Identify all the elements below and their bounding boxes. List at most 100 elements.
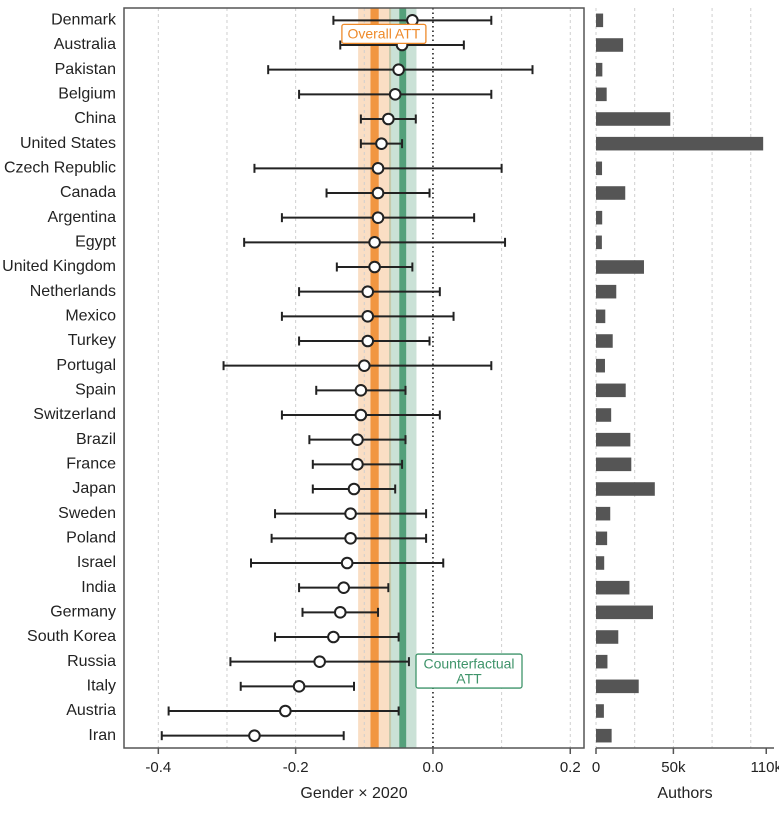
legend-counterfactual-att-text: Counterfactual [423,656,514,672]
point-estimate [383,114,394,125]
right-xtick-label: 50k [661,759,686,776]
country-label: Spain [75,382,116,399]
author-count-bar [596,606,653,620]
country-label: South Korea [27,628,116,645]
point-estimate [314,656,325,667]
point-estimate [280,706,291,717]
author-count-bar [596,630,618,644]
legend-counterfactual-att-text: ATT [456,671,482,687]
legend-overall-att-text: Overall ATT [347,26,420,42]
right-xtick-label: 110k [751,759,779,776]
country-label: Denmark [51,12,117,29]
country-label: Pakistan [55,61,116,78]
country-label: Argentina [48,209,117,226]
author-count-bar [596,433,630,447]
point-estimate [328,632,339,643]
point-estimate [352,459,363,470]
author-count-bar [596,482,655,496]
country-label: Switzerland [33,406,116,423]
point-estimate [345,508,356,519]
author-count-bar [596,211,602,225]
forest-plot-figure: -0.4-0.20.00.2Gender × 2020Overall ATTCo… [0,0,779,815]
author-count-bar [596,186,625,200]
author-count-bar [596,458,631,472]
country-label: India [81,579,116,596]
country-label: Italy [87,678,116,695]
author-count-bar [596,655,607,669]
country-label: Turkey [68,332,116,349]
left-xtick-label: -0.2 [283,759,309,776]
country-label: Russia [67,653,116,670]
author-count-bar [596,704,604,718]
author-count-bar [596,729,612,743]
country-label: Germany [50,604,116,621]
author-count-bar [596,384,626,398]
country-label: Poland [66,530,116,547]
author-count-bar [596,532,607,546]
point-estimate [369,262,380,273]
author-count-bar [596,359,605,373]
point-estimate [373,212,384,223]
author-count-bar [596,137,763,151]
author-count-bar [596,556,604,570]
author-count-bar [596,236,602,250]
country-label: Iran [88,727,116,744]
country-label: Austria [66,702,116,719]
point-estimate [338,582,349,593]
right-xtick-label: 0 [592,759,600,776]
author-count-bar [596,63,602,77]
country-label: Brazil [76,431,116,448]
point-estimate [362,286,373,297]
country-label: Australia [54,36,116,53]
point-estimate [362,311,373,322]
author-count-bar [596,581,629,595]
country-label: United States [20,135,116,152]
point-estimate [369,237,380,248]
point-estimate [359,360,370,371]
point-estimate [373,188,384,199]
author-count-bar [596,260,644,274]
author-count-bar [596,680,639,694]
country-label: Netherlands [30,283,116,300]
left-xtick-label: -0.4 [145,759,171,776]
point-estimate [249,730,260,741]
point-estimate [335,607,346,618]
point-estimate [294,681,305,692]
author-count-bar [596,112,670,126]
country-label: Czech Republic [4,160,116,177]
left-xtick-label: 0.2 [560,759,581,776]
country-label: China [74,110,116,127]
author-count-bar [596,162,602,176]
country-label: Canada [60,184,116,201]
country-label: United Kingdom [2,258,116,275]
point-estimate [376,138,387,149]
point-estimate [362,336,373,347]
author-count-bar [596,310,605,324]
author-count-bar [596,14,603,28]
right-panel: 0 50k 110k Authors [592,8,779,802]
country-label: Belgium [58,86,116,103]
point-estimate [345,533,356,544]
author-count-bar [596,38,623,52]
point-estimate [390,89,401,100]
point-estimate [393,64,404,75]
author-count-bar [596,408,611,422]
country-label: Portugal [56,357,116,374]
author-count-bar [596,334,613,348]
country-label: France [66,456,116,473]
point-estimate [342,558,353,569]
point-estimate [356,385,367,396]
right-xlabel: Authors [657,785,712,802]
country-label: Egypt [75,234,116,251]
point-estimate [352,434,363,445]
point-estimate [349,484,360,495]
country-label: Mexico [65,308,116,325]
point-estimate [373,163,384,174]
author-count-bar [596,285,616,299]
author-count-bar [596,88,607,102]
country-label: Israel [77,554,116,571]
left-xlabel: Gender × 2020 [300,785,407,802]
country-label: Japan [72,480,116,497]
left-panel: -0.4-0.20.00.2Gender × 2020Overall ATTCo… [124,8,584,802]
country-label: Sweden [58,505,116,522]
